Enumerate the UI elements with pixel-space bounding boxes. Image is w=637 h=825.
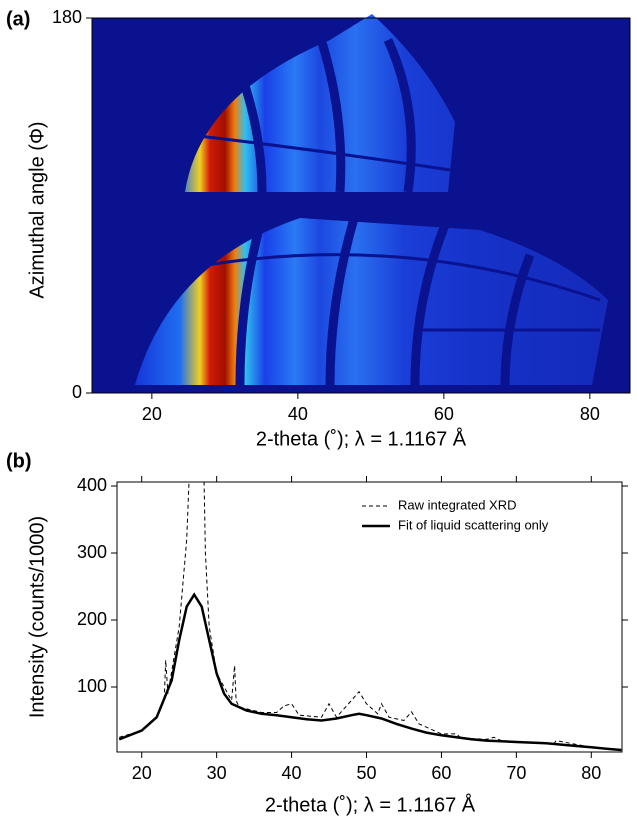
y-axis-label: Intensity (counts/1000) [26, 516, 48, 718]
x-tick-label: 80 [581, 763, 601, 783]
legend-label: Fit of liquid scattering only [398, 517, 549, 532]
series-line [118, 592, 622, 752]
x-axis-label: 2-theta (˚); λ = 1.1167 Å [265, 793, 476, 816]
panel-label: (a) [6, 8, 30, 30]
y-tick-label: 0 [72, 382, 82, 402]
y-tick-label: 300 [77, 542, 107, 562]
y-tick-label: 100 [77, 676, 107, 696]
y-tick-label: 200 [77, 609, 107, 629]
legend-label: Raw integrated XRD [398, 497, 517, 512]
x-tick-label: 80 [580, 404, 600, 424]
y-axis-label: Azimuthal angle (Φ) [26, 121, 48, 298]
x-axis-label: 2-theta (˚); λ = 1.1167 Å [256, 427, 467, 450]
y-tick-label: 180 [52, 7, 82, 27]
x-tick-label: 20 [132, 763, 152, 783]
detector-image [92, 14, 630, 393]
series-line [119, 482, 622, 751]
x-tick-label: 60 [434, 404, 454, 424]
x-tick-label: 50 [356, 763, 376, 783]
x-tick-label: 40 [288, 404, 308, 424]
plot-area [118, 482, 622, 752]
panel-label: (b) [6, 450, 32, 472]
upper-fan [185, 14, 455, 192]
x-tick-label: 20 [142, 404, 162, 424]
y-tick-label: 400 [77, 475, 107, 495]
x-tick-label: 70 [506, 763, 526, 783]
plot-frame-a [91, 17, 631, 394]
plot-frame-b [116, 481, 623, 753]
detector-gaps [189, 28, 601, 386]
x-tick-label: 40 [282, 763, 302, 783]
x-tick-label: 30 [207, 763, 227, 783]
x-tick-label: 60 [431, 763, 451, 783]
